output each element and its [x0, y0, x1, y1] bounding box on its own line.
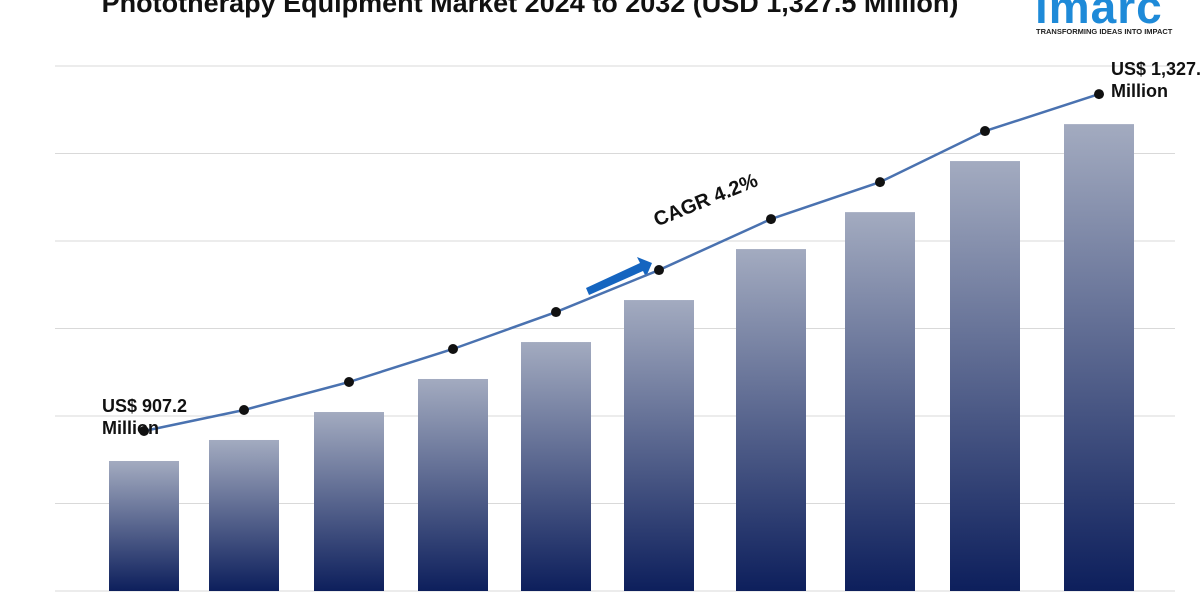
bar [624, 300, 694, 591]
trend-line [143, 92, 1100, 433]
bar [418, 378, 488, 591]
bar [521, 342, 591, 591]
brand-tagline: TRANSFORMING IDEAS INTO IMPACT [1036, 27, 1173, 36]
value-label: US$ 907.2 Million [102, 395, 188, 438]
bar [209, 439, 279, 591]
trend-point [766, 214, 776, 225]
bar [950, 161, 1020, 591]
trend-point [551, 307, 561, 318]
value-label: US$ 1,327.5 Million [1111, 59, 1200, 102]
brand-logo: imarc [1035, 0, 1163, 33]
trend-point [654, 265, 664, 276]
trend-point [875, 177, 885, 188]
trend-point [139, 425, 149, 436]
trend-point [448, 343, 458, 354]
bar [736, 249, 806, 591]
bar [845, 212, 915, 591]
bar [1064, 124, 1134, 591]
cagr-arrow [586, 257, 652, 295]
trend-point [1094, 89, 1104, 100]
trend-point [239, 404, 249, 415]
bar [314, 412, 384, 591]
trend-point [344, 377, 354, 388]
trend-point [980, 126, 990, 137]
bar [109, 460, 179, 591]
chart-title: Phototherapy Equipment Market 2024 to 20… [101, 0, 959, 18]
